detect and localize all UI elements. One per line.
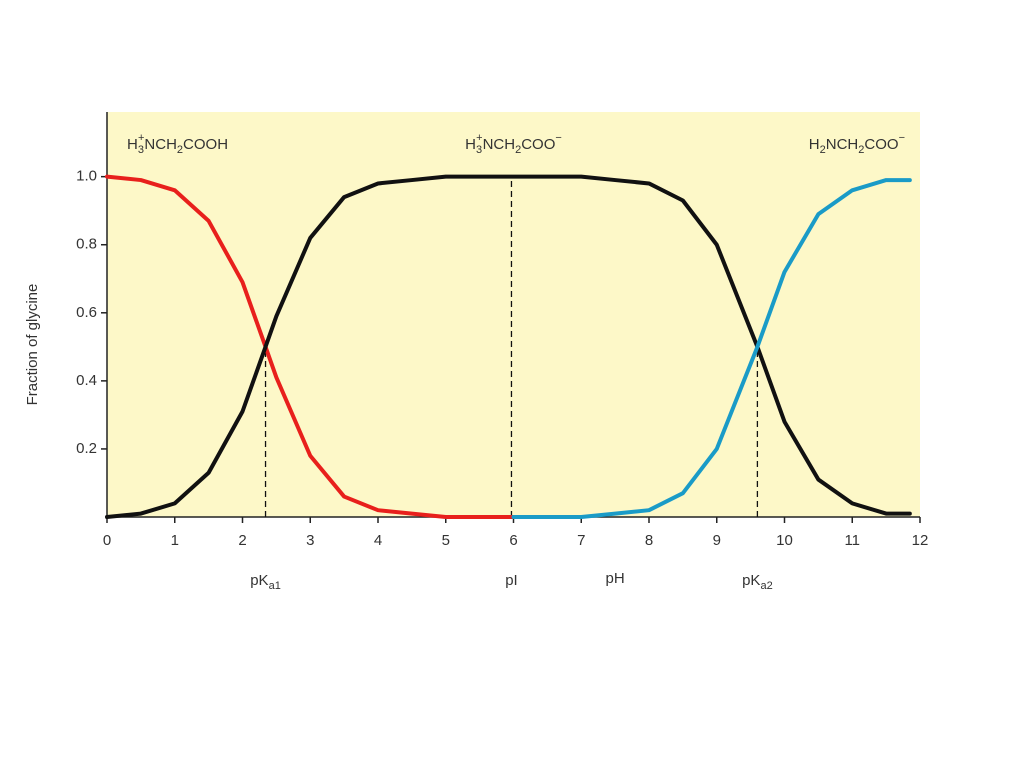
label-part: COO [521, 136, 555, 153]
label-part: − [555, 132, 561, 144]
x-tick-label: 5 [442, 532, 450, 549]
y-tick-label: 0.6 [76, 304, 97, 321]
label-part: + [138, 132, 144, 144]
species-label: H3+NCH2COOH [127, 132, 228, 156]
label-part: 2 [858, 144, 864, 156]
x-tick-label: 7 [577, 532, 585, 549]
y-tick-label: 0.8 [76, 236, 97, 253]
curve [105, 174, 912, 519]
label-part: 3 [138, 144, 144, 156]
marker-label: pKa1 [250, 572, 281, 592]
x-tick-label: 3 [306, 532, 314, 549]
species-label: H3+NCH2COO− [465, 132, 562, 156]
label-part: 2 [820, 144, 826, 156]
label-part: a2 [760, 580, 772, 592]
x-tick-label: 1 [171, 532, 179, 549]
label-part: NCH [144, 136, 177, 153]
plot-background [107, 112, 920, 517]
label-part: COOH [183, 136, 228, 153]
label-part: COO [864, 136, 898, 153]
x-tick-label: 4 [374, 532, 382, 549]
x-tick-label: 12 [912, 532, 929, 549]
label-part: H [465, 136, 476, 153]
y-tick-label: 0.4 [76, 372, 97, 389]
y-tick-label: 0.2 [76, 440, 97, 457]
label-part: NCH [826, 136, 859, 153]
label-part: pK [250, 572, 268, 589]
marker-label: pI [505, 572, 518, 589]
label-part: + [476, 132, 482, 144]
label-part: 2 [177, 144, 183, 156]
x-tick-label: 0 [103, 532, 111, 549]
label-part: pK [742, 572, 760, 589]
x-tick-label: 6 [509, 532, 517, 549]
x-tick-label: 2 [238, 532, 246, 549]
label-part: NCH [483, 136, 516, 153]
label-part: 2 [515, 144, 521, 156]
label-part: 3 [476, 144, 482, 156]
x-tick-label: 10 [776, 532, 793, 549]
y-axis-title: Fraction of glycine [24, 284, 41, 406]
label-part: pI [505, 572, 518, 589]
y-tick-label: 1.0 [76, 168, 97, 185]
label-part: H [127, 136, 138, 153]
x-tick-label: 9 [713, 532, 721, 549]
x-tick-label: 8 [645, 532, 653, 549]
label-part: H [809, 136, 820, 153]
marker-label: pKa2 [742, 572, 773, 592]
curve [105, 174, 516, 519]
x-axis-title: pH [606, 570, 625, 587]
species-label: H2NCH2COO− [809, 132, 905, 156]
label-part: a1 [269, 580, 281, 592]
x-tick-label: 11 [844, 532, 860, 549]
label-part: − [899, 132, 905, 144]
curve [511, 178, 912, 519]
